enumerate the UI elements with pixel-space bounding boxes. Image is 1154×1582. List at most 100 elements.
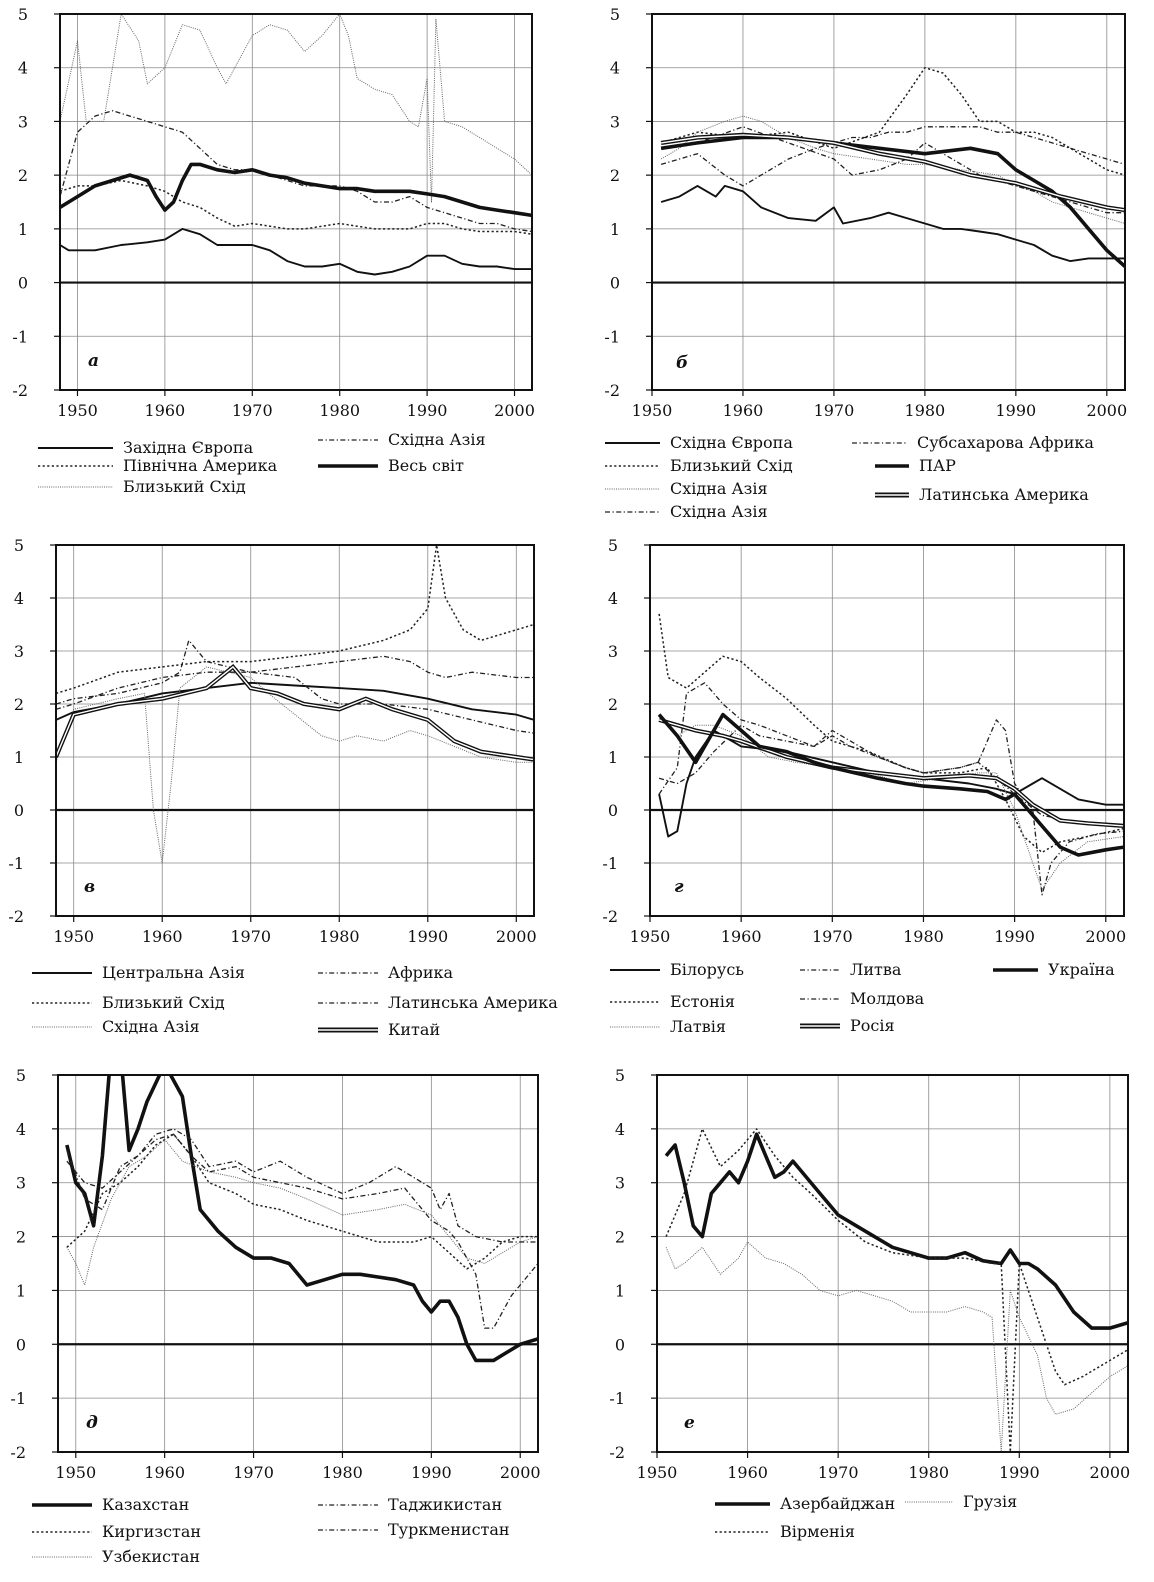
legend-entry: Туркменистан [318, 1520, 510, 1539]
chart-panel: -2 -1 0 1 2 3 4 5 1950 1960 1970 1980 1990 2000 в Центр… [8, 536, 558, 1039]
y-tick-label: 3 [14, 642, 24, 661]
series-line [66, 1133, 538, 1270]
series-group [60, 14, 532, 276]
x-tick-label: 1980 [322, 1463, 363, 1482]
legend-entry: Литва [800, 960, 902, 979]
series-line [60, 162, 532, 218]
series-line [658, 682, 1124, 827]
series-line [66, 1139, 538, 1286]
chart-panel: -2 -1 0 1 2 3 4 5 1950 1960 1970 1980 1990 2000 г Білор… [602, 536, 1126, 1036]
y-tick-label: 2 [610, 166, 620, 185]
y-tick-label: 3 [610, 112, 620, 131]
legend-label: Східна Азія [670, 502, 768, 521]
y-tick-label: 2 [18, 166, 28, 185]
plot-frame [656, 1074, 1129, 1453]
legend-entry: Східна Азія [318, 430, 486, 449]
legend-label: Латинська Америка [919, 485, 1089, 504]
legend-entry: Молдова [800, 989, 925, 1008]
x-tick-label: 1990 [995, 401, 1036, 420]
y-tick-label: -2 [602, 907, 618, 926]
y-tick-label: -1 [602, 854, 618, 873]
x-tick-label: 1950 [55, 1463, 96, 1482]
y-tick-label: -1 [12, 327, 28, 346]
series-line [665, 1241, 1128, 1452]
y-tick-label: 3 [608, 642, 618, 661]
y-tick-label: 3 [615, 1174, 625, 1193]
y-tick-label: 2 [608, 695, 618, 714]
series-line [56, 671, 534, 734]
y-tick-label: -2 [10, 1443, 26, 1462]
series-line-core [660, 134, 1125, 211]
y-tick-label: 1 [615, 1281, 625, 1300]
series-line [658, 719, 1124, 896]
y-tick-label: 3 [18, 112, 28, 131]
legend-label: Східна Європа [670, 433, 793, 452]
y-tick-label: 5 [18, 5, 28, 24]
legend-entry: Східна Азія [605, 479, 768, 498]
y-tick-label: 4 [615, 1120, 625, 1139]
x-tick-label: 1960 [727, 1463, 768, 1482]
x-tick-label: 1960 [723, 401, 764, 420]
series-line [665, 1128, 1128, 1452]
legend-label: Росія [850, 1016, 895, 1035]
legend-entry: Білорусь [610, 960, 744, 979]
legend-entry: Латвія [610, 1017, 726, 1036]
x-tick-label: 1970 [818, 1463, 859, 1482]
x-tick-label: 1980 [319, 927, 360, 946]
legend-label: Молдова [850, 989, 925, 1008]
x-tick-label: 1970 [814, 401, 855, 420]
x-tick-label: 2000 [1090, 1463, 1131, 1482]
legend-entry: Східна Азія [605, 502, 768, 521]
legend-label: ПАР [919, 456, 956, 475]
legend-label: Близький Схід [123, 477, 246, 496]
y-tick-label: -2 [609, 1443, 625, 1462]
panel-letter: г [674, 877, 684, 897]
x-tick-label: 1990 [999, 1463, 1040, 1482]
series-line [65, 1075, 538, 1363]
y-tick-label: 1 [610, 220, 620, 239]
series-line [657, 712, 1124, 857]
legend: Білорусь Естонія Латвія Литва Молдова Росія Ук… [610, 960, 1115, 1036]
x-tick-label: 1990 [411, 1463, 452, 1482]
chart-panel: -2 -1 0 1 2 3 4 5 1950 1960 1970 1980 1990 2000 б Східн… [604, 5, 1127, 521]
x-tick-label: 2000 [496, 927, 537, 946]
legend-label: Африка [388, 963, 454, 982]
legend-label: Таджикистан [388, 1495, 502, 1514]
legend-label: Китай [388, 1020, 440, 1039]
y-tick-label: 5 [14, 536, 24, 555]
y-tick-label: -1 [609, 1389, 625, 1408]
series-group [65, 1075, 538, 1363]
legend-entry: Північна Америка [38, 456, 278, 475]
series-group [657, 613, 1124, 896]
x-tick-label: 1960 [144, 1463, 185, 1482]
x-tick-label: 1980 [908, 1463, 949, 1482]
x-tick-label: 1950 [637, 1463, 678, 1482]
x-tick-label: 1950 [630, 927, 671, 946]
y-tick-label: 4 [18, 59, 28, 78]
legend-label: Казахстан [102, 1495, 189, 1514]
legend-entry: Субсахарова Африка [852, 433, 1094, 452]
y-tick-label: 0 [16, 1335, 26, 1354]
legend-label: Латинська Америка [388, 993, 558, 1012]
legend-entry: Близький Схід [605, 456, 793, 475]
x-tick-label: 1970 [232, 401, 273, 420]
legend-entry: Латинська Америка [875, 485, 1089, 504]
series-line [660, 184, 1125, 263]
legend-label: Близький Схід [102, 993, 225, 1012]
legend-label: Західна Європа [123, 438, 254, 457]
y-tick-label: 0 [18, 274, 28, 293]
x-tick-label: 2000 [1086, 401, 1127, 420]
y-tick-label: 0 [14, 801, 24, 820]
legend-label: Естонія [670, 992, 735, 1011]
y-tick-label: 5 [615, 1066, 625, 1085]
y-tick-label: 1 [18, 220, 28, 239]
legend-label: Азербайджан [780, 1494, 895, 1513]
legend-entry: Східна Європа [605, 433, 793, 452]
y-tick-label: 0 [608, 801, 618, 820]
legend-entry: Україна [993, 960, 1115, 979]
x-tick-label: 1980 [905, 401, 946, 420]
x-tick-label: 1990 [407, 401, 448, 420]
series-line [60, 179, 532, 235]
